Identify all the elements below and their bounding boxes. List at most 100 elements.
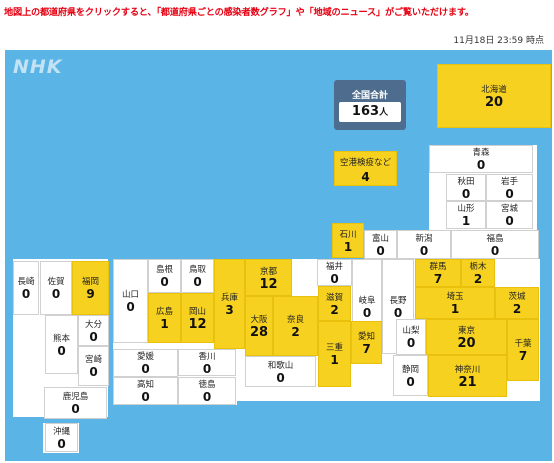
pref-tile-aichi[interactable]: 愛知 7 xyxy=(351,321,382,364)
pref-name: 茨城 xyxy=(508,292,526,302)
pref-name: 奈良 xyxy=(286,315,304,325)
pref-name: 広島 xyxy=(155,307,173,317)
pref-tile-kyoto[interactable]: 京都 12 xyxy=(245,259,292,296)
pref-tile-oita[interactable]: 大分 0 xyxy=(78,315,109,346)
pref-count: 0 xyxy=(362,306,372,320)
pref-tile-kagoshima[interactable]: 鹿児島 0 xyxy=(44,387,107,419)
pref-name: 沖縄 xyxy=(52,427,70,437)
pref-count: 0 xyxy=(406,375,415,389)
pref-name: 愛媛 xyxy=(136,352,154,362)
japan-map: NHK 北海道 20 青森 0 秋田 0 岩手 0 山形 1 宮城 0 石川 1 富山 0 新潟 0 福島 0 長崎 0 佐… xyxy=(5,50,552,461)
pref-tile-toyama[interactable]: 富山 0 xyxy=(364,230,397,259)
national-total-value: 163人 xyxy=(339,102,401,122)
pref-tile-miyazaki[interactable]: 宮崎 0 xyxy=(78,346,109,386)
pref-tile-osaka[interactable]: 大阪 28 xyxy=(245,296,273,356)
pref-count: 0 xyxy=(476,158,486,172)
pref-tile-fukushima[interactable]: 福島 0 xyxy=(451,230,539,259)
pref-tile-tochigi[interactable]: 栃木 2 xyxy=(461,259,495,287)
pref-tile-ishikawa[interactable]: 石川 1 xyxy=(332,223,364,258)
pref-tile-ibaraki[interactable]: 茨城 2 xyxy=(495,287,539,319)
pref-count: 12 xyxy=(188,317,207,332)
pref-count: 0 xyxy=(57,344,66,358)
pref-name: 宮崎 xyxy=(84,355,102,365)
pref-name: 宮城 xyxy=(500,204,518,214)
pref-count: 12 xyxy=(259,277,278,292)
pref-name: 滋賀 xyxy=(325,293,343,303)
pref-tile-kagawa[interactable]: 香川 0 xyxy=(178,349,236,376)
pref-count: 0 xyxy=(51,287,61,301)
pref-name: 栃木 xyxy=(469,262,487,272)
pref-tile-fukuoka[interactable]: 福岡 9 xyxy=(72,261,109,315)
pref-count: 0 xyxy=(21,287,31,301)
airport-quarantine-tile[interactable]: 空港検疫など 4 xyxy=(334,151,397,186)
pref-tile-niigata[interactable]: 新潟 0 xyxy=(397,230,451,259)
pref-tile-kanagawa[interactable]: 神奈川 21 xyxy=(428,355,507,397)
pref-tile-ehime[interactable]: 愛媛 0 xyxy=(113,349,178,377)
pref-tile-iwate[interactable]: 岩手 0 xyxy=(486,174,533,201)
pref-count: 0 xyxy=(89,365,98,379)
pref-tile-okayama[interactable]: 岡山 12 xyxy=(181,293,214,343)
pref-tile-okinawa[interactable]: 沖縄 0 xyxy=(45,423,78,452)
pref-tile-shiga[interactable]: 滋賀 2 xyxy=(318,286,351,321)
pref-count: 0 xyxy=(461,187,471,201)
pref-count: 7 xyxy=(362,342,371,356)
pref-name: 高知 xyxy=(136,380,154,390)
pref-tile-kochi[interactable]: 高知 0 xyxy=(113,377,178,405)
pref-tile-tokyo[interactable]: 東京 20 xyxy=(426,319,507,355)
pref-name: 福島 xyxy=(486,234,504,244)
pref-count: 0 xyxy=(71,402,80,416)
pref-count: 7 xyxy=(518,349,528,363)
pref-tile-tottori[interactable]: 鳥取 0 xyxy=(181,259,214,293)
pref-count: 0 xyxy=(276,371,285,385)
pref-count: 0 xyxy=(505,187,514,201)
pref-tile-saitama[interactable]: 埼玉 1 xyxy=(415,287,495,319)
pref-tile-fukui[interactable]: 福井 0 xyxy=(317,259,352,286)
pref-count: 2 xyxy=(291,325,300,339)
pref-tile-saga[interactable]: 佐賀 0 xyxy=(40,261,72,315)
pref-count: 0 xyxy=(419,244,429,258)
pref-tile-mie[interactable]: 三重 1 xyxy=(318,321,351,387)
pref-tile-nagasaki[interactable]: 長崎 0 xyxy=(13,261,39,315)
pref-tile-shimane[interactable]: 島根 0 xyxy=(148,259,181,293)
pref-name: 山形 xyxy=(457,204,475,214)
pref-name: 長野 xyxy=(389,296,407,306)
pref-count: 1 xyxy=(160,317,169,331)
pref-name: 香川 xyxy=(198,352,216,362)
pref-name: 千葉 xyxy=(514,339,532,349)
pref-count: 1 xyxy=(343,240,353,254)
pref-name: 北海道 xyxy=(481,85,507,95)
pref-name: 島根 xyxy=(155,265,173,275)
pref-tile-chiba[interactable]: 千葉 7 xyxy=(507,319,539,381)
pref-name: 群馬 xyxy=(429,262,447,272)
pref-count: 20 xyxy=(457,336,476,351)
pref-count: 1 xyxy=(450,302,460,316)
pref-count: 0 xyxy=(505,214,514,228)
pref-tile-yamaguchi[interactable]: 山口 0 xyxy=(113,259,148,343)
pref-name: 東京 xyxy=(457,326,475,336)
pref-tile-tokushima[interactable]: 徳島 0 xyxy=(178,377,236,405)
pref-tile-yamanashi[interactable]: 山梨 0 xyxy=(396,319,426,355)
pref-tile-hyogo[interactable]: 兵庫 3 xyxy=(214,259,245,349)
pref-tile-shizuoka[interactable]: 静岡 0 xyxy=(393,355,428,396)
pref-count: 3 xyxy=(225,303,234,317)
pref-tile-aomori[interactable]: 青森 0 xyxy=(429,145,533,173)
pref-count: 7 xyxy=(433,272,443,286)
pref-name: 三重 xyxy=(325,343,343,353)
pref-name: 埼玉 xyxy=(446,292,464,302)
pref-tile-hiroshima[interactable]: 広島 1 xyxy=(148,293,181,343)
pref-tile-yamagata[interactable]: 山形 1 xyxy=(446,201,486,229)
pref-count: 20 xyxy=(484,95,504,110)
pref-name: 山梨 xyxy=(402,326,420,336)
pref-tile-miyagi[interactable]: 宮城 0 xyxy=(486,201,533,229)
pref-tile-hokkaido[interactable]: 北海道 20 xyxy=(437,64,551,128)
pref-tile-nara[interactable]: 奈良 2 xyxy=(273,296,318,356)
pref-tile-gunma[interactable]: 群馬 7 xyxy=(415,259,461,287)
pref-tile-wakayama[interactable]: 和歌山 0 xyxy=(245,356,316,387)
national-total-card[interactable]: 全国合計 163人 xyxy=(334,80,406,130)
pref-count: 0 xyxy=(57,437,66,451)
instruction-text: 地図上の都道府県をクリックすると、「都道府県ごとの感染者数グラフ」や「地域のニュ… xyxy=(4,7,474,18)
pref-tile-akita[interactable]: 秋田 0 xyxy=(446,174,486,201)
pref-name: 鹿児島 xyxy=(62,392,89,402)
pref-count: 1 xyxy=(330,353,339,367)
pref-tile-kumamoto[interactable]: 熊本 0 xyxy=(45,315,78,374)
